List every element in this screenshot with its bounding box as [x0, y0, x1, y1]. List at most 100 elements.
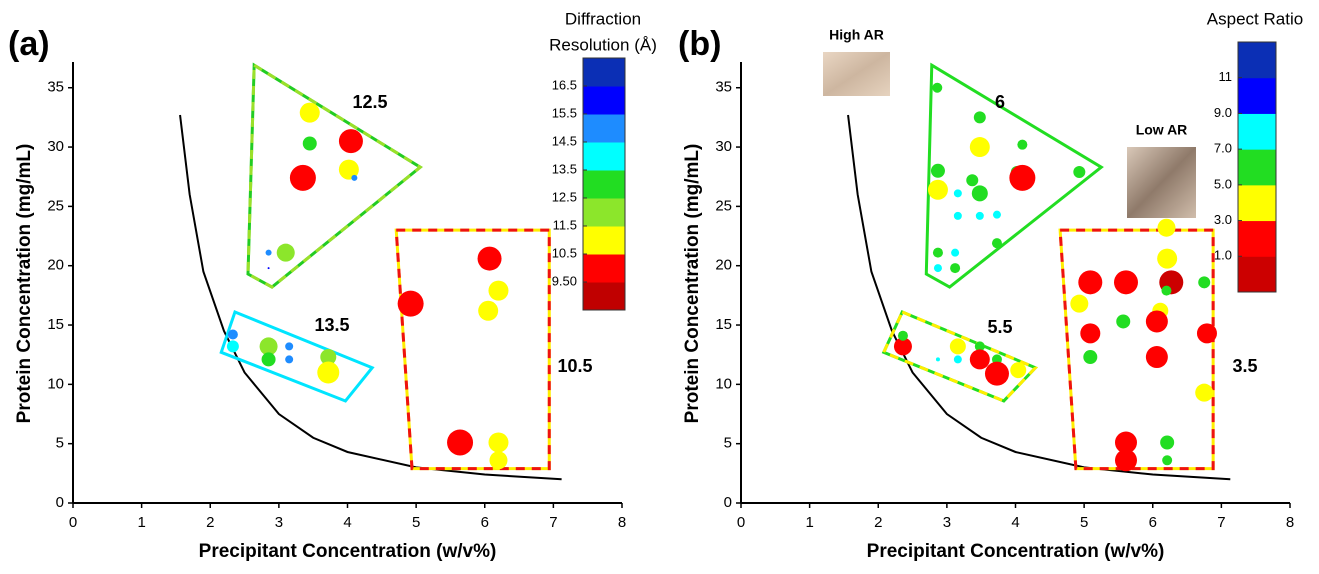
bubble: [302, 136, 317, 151]
y-tick-label: 5: [56, 435, 64, 452]
bubble: [488, 280, 509, 301]
region-outline: [1058, 228, 1215, 471]
colorbar-band: [583, 282, 625, 311]
colorbar-tick-label: 13.5: [552, 161, 577, 176]
colorbar-tick-label: 12.5: [552, 189, 577, 204]
y-tick-label: 30: [715, 138, 732, 155]
colorbar-title: Aspect Ratio: [1207, 9, 1303, 28]
region-dash: [1058, 228, 1215, 471]
bubble: [953, 211, 962, 220]
x-tick-label: 6: [481, 514, 489, 531]
inset-label: High AR: [829, 27, 884, 43]
x-tick-label: 2: [874, 514, 882, 531]
colorbar-frame: [1237, 41, 1277, 293]
x-tick-label: 3: [275, 514, 283, 531]
bubble: [1195, 383, 1214, 402]
bubble: [1145, 310, 1168, 333]
bubble: [1196, 323, 1217, 344]
x-tick-label: 1: [805, 514, 813, 531]
colorbar-tick-label: 5.0: [1214, 176, 1232, 191]
y-tick-label: 35: [715, 79, 732, 96]
bubble: [932, 82, 943, 93]
bubble: [974, 341, 985, 352]
y-axis-label: Protein Concentration (mg/mL): [682, 144, 703, 424]
y-tick-label: 15: [47, 316, 64, 333]
bubble: [488, 432, 509, 453]
x-tick-label: 8: [1286, 514, 1294, 531]
x-tick-label: 4: [1011, 514, 1019, 531]
panel-label: (b): [678, 25, 721, 63]
colorbar-band: [583, 58, 625, 87]
bubble: [1083, 350, 1098, 365]
bubble: [1160, 435, 1175, 450]
colorbar-band: [1238, 256, 1276, 293]
bubble: [1116, 314, 1131, 329]
bubble: [289, 164, 316, 191]
bubble: [267, 267, 270, 270]
x-tick-label: 0: [737, 514, 745, 531]
region-outline: [924, 62, 1104, 289]
colorbar-band: [583, 198, 625, 227]
y-tick-label: 30: [47, 138, 64, 155]
colorbar-band: [583, 254, 625, 283]
y-tick-label: 0: [724, 494, 732, 511]
bubble: [1017, 139, 1028, 150]
bubble: [933, 264, 942, 273]
y-tick-label: 35: [47, 79, 64, 96]
bubble: [227, 329, 238, 340]
region-dash: [394, 228, 551, 471]
bubble: [320, 349, 337, 366]
colorbar-tick-label: 9.0: [1214, 105, 1232, 120]
bubble: [932, 247, 943, 258]
colorbar-tick-label: 10.5: [552, 245, 577, 260]
bubble: [1157, 218, 1176, 237]
colorbar-band: [583, 226, 625, 255]
colorbar-band: [583, 86, 625, 115]
region-dash: [246, 62, 423, 289]
colorbar-band: [1238, 184, 1276, 222]
y-tick-label: 10: [47, 375, 64, 392]
bubble: [477, 246, 502, 271]
colorbar-tick-label: 1.0: [1214, 248, 1232, 263]
bubble: [930, 163, 945, 178]
y-tick-label: 5: [724, 435, 732, 452]
y-tick-label: 20: [715, 257, 732, 274]
bubble: [1161, 285, 1172, 296]
x-tick-label: 7: [549, 514, 557, 531]
region-label: 12.5: [352, 92, 387, 112]
bubble: [971, 185, 988, 202]
bubble: [351, 174, 358, 181]
bubble: [1080, 323, 1101, 344]
colorbar-tick-label: 15.5: [552, 105, 577, 120]
bubble: [1073, 165, 1086, 178]
bubble: [1198, 276, 1211, 289]
inset-photo: [823, 52, 890, 96]
bubble: [285, 342, 294, 351]
bubble: [991, 238, 1002, 249]
y-tick-label: 25: [47, 197, 64, 214]
colorbar-band: [583, 142, 625, 171]
colorbar-band: [1238, 77, 1276, 114]
x-axis-label: Precipitant Concentration (w/v%): [199, 541, 497, 562]
bubble: [984, 361, 1009, 386]
colorbar-title: Diffraction: [565, 9, 641, 28]
y-tick-label: 20: [47, 257, 64, 274]
colorbar-title: Resolution (Å): [549, 35, 657, 54]
region-dash: [881, 310, 1038, 403]
bubble: [992, 210, 1001, 219]
x-tick-label: 2: [206, 514, 214, 531]
colorbar-tick-label: 3.0: [1214, 212, 1232, 227]
bubble: [927, 179, 948, 200]
inset-photo: [1127, 147, 1196, 218]
bubble: [1145, 346, 1168, 369]
bubble: [1009, 164, 1036, 191]
colorbar-band: [1238, 42, 1276, 79]
bubble: [1114, 449, 1137, 472]
x-axis-label: Precipitant Concentration (w/v%): [867, 541, 1165, 562]
colorbar-tick-label: 11.5: [553, 217, 577, 232]
colorbar-frame: [582, 57, 626, 311]
bubble: [966, 174, 979, 187]
bubble: [953, 189, 962, 198]
region-outline: [394, 228, 551, 471]
